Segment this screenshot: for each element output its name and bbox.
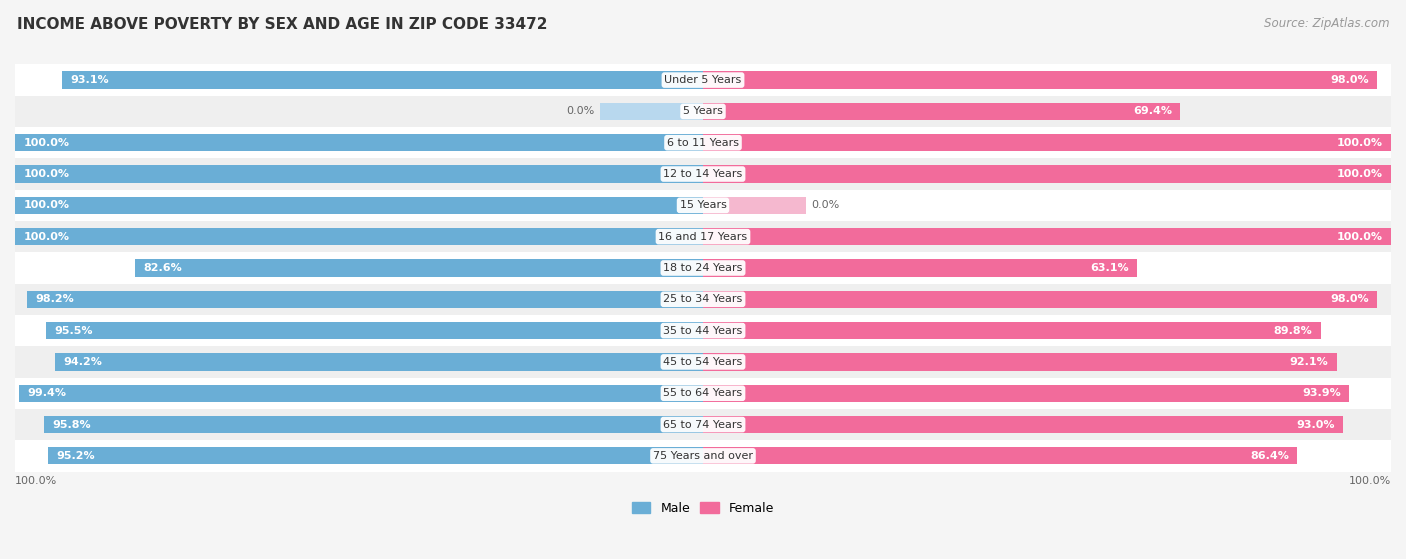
Text: 98.0%: 98.0% <box>1330 294 1369 304</box>
Text: Source: ZipAtlas.com: Source: ZipAtlas.com <box>1264 17 1389 30</box>
Text: 25 to 34 Years: 25 to 34 Years <box>664 294 742 304</box>
Text: 93.9%: 93.9% <box>1302 389 1341 398</box>
Bar <box>15 165 703 183</box>
Text: 100.0%: 100.0% <box>1348 476 1391 486</box>
Text: 86.4%: 86.4% <box>1250 451 1289 461</box>
Text: 5 Years: 5 Years <box>683 106 723 116</box>
Text: 100.0%: 100.0% <box>24 138 69 148</box>
Bar <box>703 416 1343 433</box>
Bar <box>44 416 703 433</box>
Bar <box>15 197 703 214</box>
Text: 100.0%: 100.0% <box>24 169 69 179</box>
Text: 94.2%: 94.2% <box>63 357 103 367</box>
Bar <box>15 409 1391 440</box>
Text: 45 to 54 Years: 45 to 54 Years <box>664 357 742 367</box>
Text: 100.0%: 100.0% <box>24 231 69 241</box>
Bar <box>15 315 1391 346</box>
Text: 99.4%: 99.4% <box>27 389 66 398</box>
Bar <box>15 221 1391 252</box>
Bar <box>46 322 703 339</box>
Bar <box>15 134 703 151</box>
Text: 15 Years: 15 Years <box>679 200 727 210</box>
Text: 95.2%: 95.2% <box>56 451 94 461</box>
Text: 100.0%: 100.0% <box>1337 231 1382 241</box>
Text: 95.8%: 95.8% <box>52 420 91 429</box>
Bar <box>703 228 1391 245</box>
Bar <box>15 440 1391 472</box>
Text: 100.0%: 100.0% <box>1337 138 1382 148</box>
Bar <box>20 385 703 402</box>
Bar <box>15 127 1391 158</box>
Text: 93.1%: 93.1% <box>70 75 110 85</box>
Bar <box>15 64 1391 96</box>
Text: 100.0%: 100.0% <box>15 476 58 486</box>
Text: 16 and 17 Years: 16 and 17 Years <box>658 231 748 241</box>
Bar <box>15 346 1391 377</box>
Text: 55 to 64 Years: 55 to 64 Years <box>664 389 742 398</box>
Bar <box>135 259 703 277</box>
Legend: Male, Female: Male, Female <box>627 497 779 520</box>
Text: 6 to 11 Years: 6 to 11 Years <box>666 138 740 148</box>
Bar <box>703 447 1298 465</box>
Text: 75 Years and over: 75 Years and over <box>652 451 754 461</box>
Bar <box>15 96 1391 127</box>
Bar <box>703 134 1391 151</box>
Text: 18 to 24 Years: 18 to 24 Years <box>664 263 742 273</box>
Text: 93.0%: 93.0% <box>1296 420 1334 429</box>
Bar <box>15 283 1391 315</box>
Bar <box>703 385 1348 402</box>
Bar <box>703 165 1391 183</box>
Text: 89.8%: 89.8% <box>1274 325 1313 335</box>
Text: 0.0%: 0.0% <box>567 106 595 116</box>
Bar <box>27 291 703 308</box>
Bar <box>55 353 703 371</box>
Bar <box>15 228 703 245</box>
Text: 98.2%: 98.2% <box>35 294 75 304</box>
Text: 69.4%: 69.4% <box>1133 106 1173 116</box>
Bar <box>703 103 1181 120</box>
Bar <box>703 322 1320 339</box>
Text: 63.1%: 63.1% <box>1090 263 1129 273</box>
Text: 65 to 74 Years: 65 to 74 Years <box>664 420 742 429</box>
Bar <box>62 72 703 89</box>
Text: 100.0%: 100.0% <box>24 200 69 210</box>
Bar <box>48 447 703 465</box>
Text: 92.1%: 92.1% <box>1289 357 1329 367</box>
Bar <box>703 72 1378 89</box>
Text: 12 to 14 Years: 12 to 14 Years <box>664 169 742 179</box>
Bar <box>15 252 1391 283</box>
Bar <box>600 103 703 120</box>
Text: INCOME ABOVE POVERTY BY SEX AND AGE IN ZIP CODE 33472: INCOME ABOVE POVERTY BY SEX AND AGE IN Z… <box>17 17 547 32</box>
Bar <box>703 291 1378 308</box>
Bar <box>15 190 1391 221</box>
Bar <box>15 377 1391 409</box>
Bar <box>703 259 1137 277</box>
Text: 0.0%: 0.0% <box>811 200 839 210</box>
Text: Under 5 Years: Under 5 Years <box>665 75 741 85</box>
Bar <box>703 353 1337 371</box>
Text: 100.0%: 100.0% <box>1337 169 1382 179</box>
Bar <box>703 197 806 214</box>
Text: 35 to 44 Years: 35 to 44 Years <box>664 325 742 335</box>
Bar <box>15 158 1391 190</box>
Text: 98.0%: 98.0% <box>1330 75 1369 85</box>
Text: 82.6%: 82.6% <box>143 263 181 273</box>
Text: 95.5%: 95.5% <box>55 325 93 335</box>
